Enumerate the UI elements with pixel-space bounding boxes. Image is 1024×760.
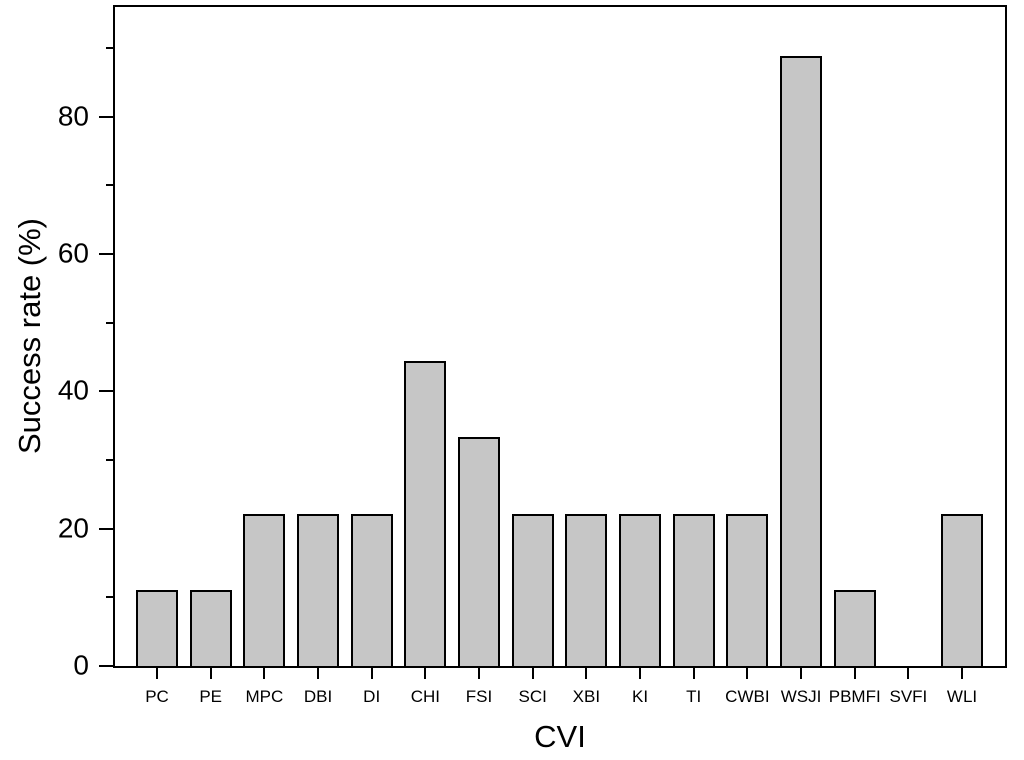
x-tick	[209, 666, 212, 679]
x-tick-label-sci: SCI	[518, 687, 547, 706]
x-tick	[746, 666, 749, 679]
y-minor-tick	[106, 459, 115, 462]
x-tick-label-wli: WLI	[946, 687, 978, 706]
x-tick-label-chi: CHI	[410, 687, 440, 706]
x-tick	[853, 666, 856, 679]
x-tick	[263, 666, 266, 679]
x-tick	[424, 666, 427, 679]
x-tick-label-pe: PE	[199, 687, 222, 706]
x-tick	[961, 666, 964, 679]
bar-wsji	[780, 55, 823, 666]
bar-wli	[941, 513, 984, 666]
x-tick	[156, 666, 158, 679]
x-axis-title: CVI	[534, 719, 586, 754]
bar-chi	[404, 361, 447, 666]
x-tick	[531, 666, 534, 679]
x-tick	[317, 666, 319, 679]
x-tick-label-dbi: DBI	[303, 687, 333, 706]
y-tick-label: 60	[57, 237, 89, 269]
x-tick-label-ti: TI	[686, 687, 702, 706]
bar-di	[350, 513, 393, 666]
x-tick-label-cwbi: CWBI	[725, 687, 770, 706]
x-tick-label-pbmfi: PBMFI	[828, 687, 881, 706]
x-tick-label-wsji: WSJI	[780, 687, 822, 706]
x-tick-label-fsi: FSI	[465, 687, 493, 706]
y-minor-tick	[106, 184, 115, 187]
x-tick-label-pc: PC	[145, 687, 169, 706]
x-tick	[639, 666, 642, 679]
y-major-tick	[99, 390, 115, 393]
y-major-tick	[99, 115, 115, 118]
bar-pe	[189, 589, 232, 666]
y-tick-label: 40	[57, 374, 89, 406]
x-tick	[907, 666, 910, 679]
bar-mpc	[243, 513, 286, 666]
x-tick-label-mpc: MPC	[245, 687, 284, 706]
y-minor-tick	[106, 321, 115, 324]
bar-sci	[511, 513, 554, 666]
x-tick-label-di: DI	[363, 687, 381, 706]
plot-area: 0 20 40 60 80 PC PE MPC DBI DI CHI FSI SCI XBI KI TI CWB…	[58, 5, 1007, 706]
y-minor-tick	[106, 47, 115, 50]
y-tick-label: 80	[57, 100, 89, 132]
y-tick-label: 20	[57, 512, 89, 544]
x-tick	[370, 666, 373, 679]
y-tick-label: 0	[73, 649, 89, 681]
x-tick	[692, 666, 695, 679]
bar-dbi	[297, 513, 339, 666]
x-tick-label-svfi: SVFI	[889, 687, 928, 706]
bar-ti	[672, 513, 715, 666]
y-major-tick	[99, 253, 115, 256]
x-tick	[478, 666, 481, 679]
y-axis-title: Success rate (%)	[12, 217, 47, 455]
bar-fsi	[458, 437, 501, 666]
bar-ki	[619, 513, 662, 666]
x-tick-label-xbi: XBI	[572, 687, 601, 706]
bar-pc	[136, 589, 178, 666]
bar-pbmfi	[833, 589, 876, 666]
x-tick	[585, 666, 588, 679]
y-minor-tick	[106, 596, 115, 599]
y-major-tick	[99, 665, 115, 667]
x-tick	[800, 666, 803, 679]
bar-cwbi	[726, 513, 769, 666]
x-tick-label-ki: KI	[631, 687, 649, 706]
bar-xbi	[565, 513, 608, 666]
y-major-tick	[99, 527, 115, 530]
